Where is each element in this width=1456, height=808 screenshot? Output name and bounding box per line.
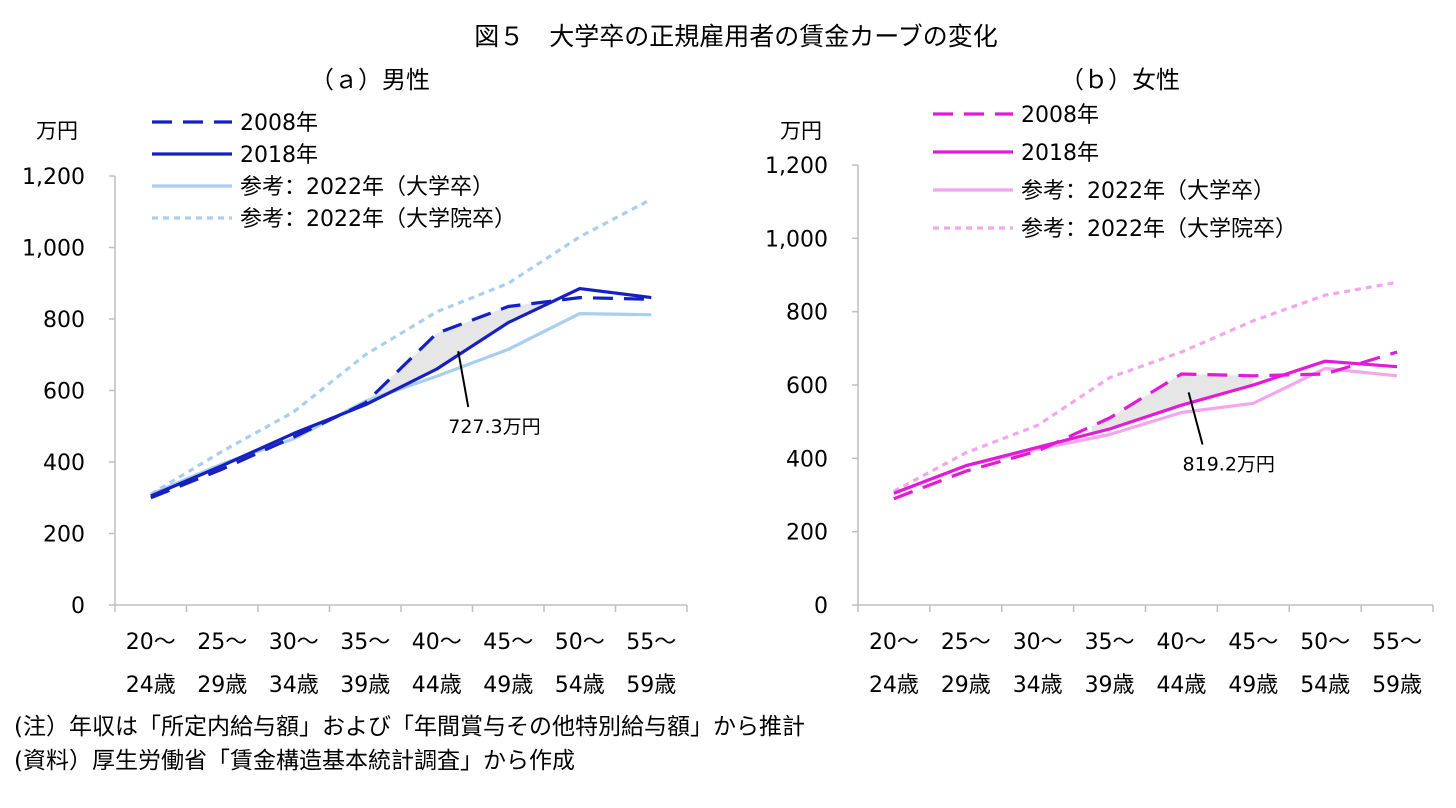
panel-title: （ｂ）女性 <box>1060 66 1180 94</box>
series-line-3 <box>893 366 1398 495</box>
x-tick-label: 39歳 <box>1085 673 1135 698</box>
y-tick-label: 1,000 <box>765 227 828 252</box>
y-tick-label: 1,200 <box>22 165 85 190</box>
y-unit-label: 万円 <box>780 119 822 143</box>
legend-label: 参考：2022年（大学卒） <box>240 175 494 200</box>
x-tick-label: 49歳 <box>483 673 533 698</box>
x-tick-label: 44歳 <box>1156 673 1206 698</box>
x-tick-label: 29歳 <box>197 673 247 698</box>
x-tick-label: 20～ <box>869 630 919 655</box>
y-tick-label: 400 <box>786 447 828 472</box>
legend-label: 2018年 <box>1021 141 1099 166</box>
x-tick-label: 54歳 <box>1300 673 1350 698</box>
x-tick-label: 44歳 <box>412 673 462 698</box>
x-tick-label: 39歳 <box>340 673 390 698</box>
legend-label: 参考：2022年（大学卒） <box>1021 179 1275 204</box>
footnotes: (注）年収は「所定内給与額」および「年間賞与その他特別給与額」から推計 (資料）… <box>14 710 805 778</box>
series-line-4 <box>893 280 1398 493</box>
y-tick-label: 0 <box>814 594 828 619</box>
x-tick-label: 50～ <box>1300 630 1350 655</box>
y-tick-label: 200 <box>786 521 828 546</box>
y-tick-label: 800 <box>786 301 828 326</box>
shaded-gap-region <box>329 302 544 420</box>
legend-label: 2008年 <box>1021 103 1099 128</box>
x-tick-label: 30～ <box>1013 630 1063 655</box>
x-tick-label: 40～ <box>1156 630 1206 655</box>
x-tick-label: 20～ <box>126 630 176 655</box>
y-unit-label: 万円 <box>36 119 78 143</box>
shaded-gap-region <box>1091 374 1254 434</box>
x-tick-label: 59歳 <box>626 673 676 698</box>
x-tick-label: 49歳 <box>1228 673 1278 698</box>
y-tick-label: 1,000 <box>22 237 85 262</box>
x-tick-label: 40～ <box>412 630 462 655</box>
y-tick-label: 600 <box>786 374 828 399</box>
x-tick-label: 34歳 <box>269 673 319 698</box>
x-tick-label: 35～ <box>340 630 390 655</box>
annotation-label: 727.3万円 <box>448 416 540 438</box>
x-tick-label: 30～ <box>269 630 319 655</box>
x-tick-label: 24歳 <box>869 673 919 698</box>
annotation-pointer <box>1187 392 1204 445</box>
legend-label: 2018年 <box>240 143 318 168</box>
legend-label: 2008年 <box>240 111 318 136</box>
x-tick-label: 29歳 <box>941 673 991 698</box>
series-line-1 <box>893 350 1398 501</box>
x-tick-label: 24歳 <box>126 673 176 698</box>
x-tick-label: 54歳 <box>555 673 605 698</box>
series-line-4 <box>149 197 653 496</box>
x-tick-label: 25～ <box>941 630 991 655</box>
note-line: (注）年収は「所定内給与額」および「年間賞与その他特別給与額」から推計 <box>14 714 805 740</box>
series-line-1 <box>150 296 652 500</box>
x-tick-label: 35～ <box>1085 630 1135 655</box>
y-tick-label: 1,200 <box>765 154 828 179</box>
y-tick-label: 200 <box>43 523 85 548</box>
x-tick-label: 34歳 <box>1013 673 1063 698</box>
panel-title: （ａ）男性 <box>310 66 430 94</box>
legend-label: 参考：2022年（大学院卒） <box>240 207 516 232</box>
x-tick-label: 45～ <box>1228 630 1278 655</box>
x-tick-label: 50～ <box>555 630 605 655</box>
y-tick-label: 0 <box>71 594 85 619</box>
series-line-2 <box>893 359 1398 495</box>
x-tick-label: 45～ <box>483 630 533 655</box>
source-line: (資料）厚生労働省「賃金構造基本統計調査」から作成 <box>14 748 575 774</box>
y-tick-label: 400 <box>43 451 85 476</box>
annotation-pointer <box>457 350 470 408</box>
x-tick-label: 59歳 <box>1372 673 1422 698</box>
x-tick-label: 55～ <box>1372 630 1422 655</box>
y-tick-label: 800 <box>43 308 85 333</box>
figure-title: 図５ 大学卒の正規雇用者の賃金カーブの変化 <box>474 22 998 51</box>
y-tick-label: 600 <box>43 380 85 405</box>
x-tick-label: 25～ <box>197 630 247 655</box>
series-line-2 <box>150 287 652 498</box>
annotation-label: 819.2万円 <box>1183 454 1275 476</box>
x-tick-label: 55～ <box>626 630 676 655</box>
legend-label: 参考：2022年（大学院卒） <box>1021 217 1297 242</box>
